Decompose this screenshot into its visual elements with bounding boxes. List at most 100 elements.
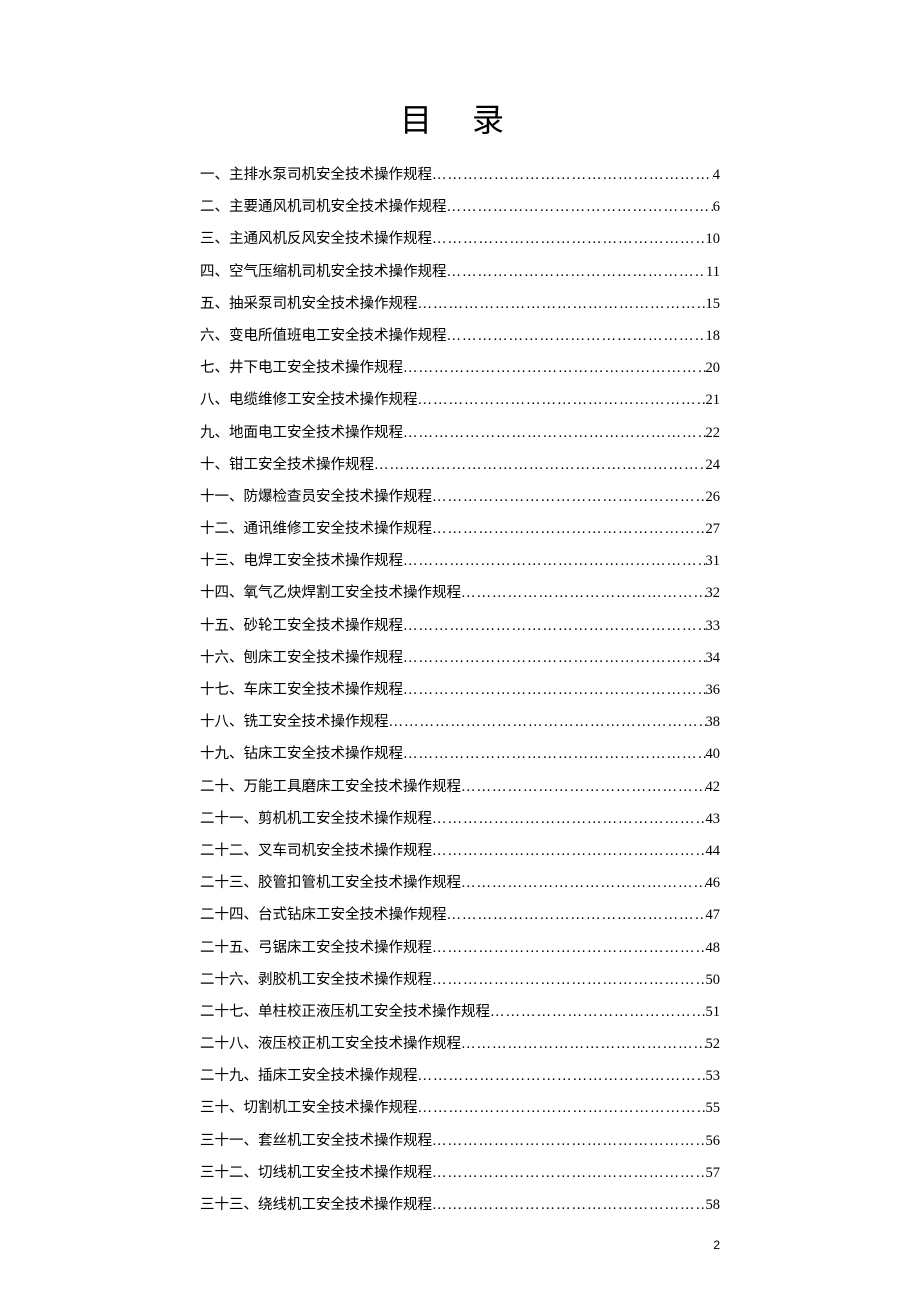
toc-entry-leader: …………………………………………………………………………………………………………… <box>403 352 706 384</box>
toc-entry-page: 33 <box>706 610 721 642</box>
toc-entry-page: 27 <box>706 513 721 545</box>
toc-entry: 二十六、剥胶机工安全技术操作规程………………………………………………………………… <box>200 964 720 996</box>
toc-entry-leader: …………………………………………………………………………………………………………… <box>432 1157 706 1189</box>
toc-entry-label: 十二、通讯维修工安全技术操作规程 <box>200 513 432 545</box>
toc-entry-leader: …………………………………………………………………………………………………………… <box>418 288 706 320</box>
toc-entry-leader: …………………………………………………………………………………………………………… <box>447 256 707 288</box>
toc-entry: 三十一、套丝机工安全技术操作规程………………………………………………………………… <box>200 1125 720 1157</box>
toc-entry: 二十一、剪机机工安全技术操作规程………………………………………………………………… <box>200 803 720 835</box>
toc-entry-label: 三、主通风机反风安全技术操作规程 <box>200 223 432 255</box>
toc-entry: 十七、车床工安全技术操作规程……………………………………………………………………… <box>200 674 720 706</box>
toc-entry-label: 十九、钻床工安全技术操作规程 <box>200 738 403 770</box>
toc-entry: 二十七、单柱校正液压机工安全技术操作规程……………………………………………………… <box>200 996 720 1028</box>
toc-entry-leader: …………………………………………………………………………………………………………… <box>461 771 706 803</box>
toc-entry-leader: …………………………………………………………………………………………………………… <box>403 674 706 706</box>
toc-entry-leader: …………………………………………………………………………………………………………… <box>432 513 706 545</box>
toc-entry-page: 38 <box>706 706 721 738</box>
toc-entry-leader: …………………………………………………………………………………………………………… <box>432 835 706 867</box>
toc-entry-label: 五、抽采泵司机安全技术操作规程 <box>200 288 418 320</box>
toc-entry: 三十三、绕线机工安全技术操作规程………………………………………………………………… <box>200 1189 720 1221</box>
toc-entry-leader: …………………………………………………………………………………………………………… <box>432 481 706 513</box>
toc-entry: 二十三、胶管扣管机工安全技术操作规程…………………………………………………………… <box>200 867 720 899</box>
toc-entry-page: 24 <box>706 449 721 481</box>
toc-entry-page: 42 <box>706 771 721 803</box>
toc-entry-page: 48 <box>706 932 721 964</box>
toc-entry-page: 50 <box>706 964 721 996</box>
toc-entry-label: 二十、万能工具磨床工安全技术操作规程 <box>200 771 461 803</box>
toc-entry-leader: …………………………………………………………………………………………………………… <box>461 1028 706 1060</box>
toc-entry-leader: …………………………………………………………………………………………………………… <box>432 803 706 835</box>
toc-entry-page: 26 <box>706 481 721 513</box>
toc-entry-page: 58 <box>706 1189 721 1221</box>
toc-entry: 十、钳工安全技术操作规程…………………………………………………………………………… <box>200 449 720 481</box>
toc-entry-label: 一、主排水泵司机安全技术操作规程 <box>200 159 432 191</box>
toc-entry-page: 36 <box>706 674 721 706</box>
toc-entry: 二十八、液压校正机工安全技术操作规程…………………………………………………………… <box>200 1028 720 1060</box>
toc-entry-page: 10 <box>706 223 721 255</box>
toc-entry: 三十、切割机工安全技术操作规程…………………………………………………………………… <box>200 1092 720 1124</box>
toc-entry: 五、抽采泵司机安全技术操作规程…………………………………………………………………… <box>200 288 720 320</box>
toc-entry-label: 三十二、切线机工安全技术操作规程 <box>200 1157 432 1189</box>
toc-entry-label: 二十八、液压校正机工安全技术操作规程 <box>200 1028 461 1060</box>
toc-entry-label: 二十一、剪机机工安全技术操作规程 <box>200 803 432 835</box>
toc-entry-leader: …………………………………………………………………………………………………………… <box>432 932 706 964</box>
toc-entry-leader: …………………………………………………………………………………………………………… <box>374 449 706 481</box>
toc-entry: 十四、氧气乙炔焊割工安全技术操作规程…………………………………………………………… <box>200 577 720 609</box>
toc-entry: 一、主排水泵司机安全技术操作规程………………………………………………………………… <box>200 159 720 191</box>
toc-entry: 三十二、切线机工安全技术操作规程………………………………………………………………… <box>200 1157 720 1189</box>
toc-entry-leader: …………………………………………………………………………………………………………… <box>432 1189 706 1221</box>
toc-entry: 十二、通讯维修工安全技术操作规程………………………………………………………………… <box>200 513 720 545</box>
toc-entry-page: 56 <box>706 1125 721 1157</box>
toc-entry-page: 31 <box>706 545 721 577</box>
toc-title: 目 录 <box>200 95 720 141</box>
toc-entry-label: 二十二、叉车司机安全技术操作规程 <box>200 835 432 867</box>
toc-entry: 三、主通风机反风安全技术操作规程………………………………………………………………… <box>200 223 720 255</box>
toc-entry-page: 21 <box>706 384 721 416</box>
toc-entry-label: 十七、车床工安全技术操作规程 <box>200 674 403 706</box>
table-of-contents: 一、主排水泵司机安全技术操作规程………………………………………………………………… <box>200 159 720 1221</box>
toc-entry-leader: …………………………………………………………………………………………………………… <box>447 899 706 931</box>
toc-entry-label: 二、主要通风机司机安全技术操作规程 <box>200 191 447 223</box>
toc-entry-page: 22 <box>706 417 721 449</box>
toc-entry-page: 4 <box>713 159 720 191</box>
toc-entry: 六、变电所值班电工安全技术操作规程……………………………………………………………… <box>200 320 720 352</box>
toc-entry-page: 46 <box>706 867 721 899</box>
toc-entry-label: 二十四、台式钻床工安全技术操作规程 <box>200 899 447 931</box>
toc-entry-label: 九、地面电工安全技术操作规程 <box>200 417 403 449</box>
toc-entry: 十三、电焊工安全技术操作规程……………………………………………………………………… <box>200 545 720 577</box>
toc-entry-leader: …………………………………………………………………………………………………………… <box>418 384 706 416</box>
toc-entry-leader: …………………………………………………………………………………………………………… <box>389 706 706 738</box>
toc-entry: 十九、钻床工安全技术操作规程……………………………………………………………………… <box>200 738 720 770</box>
toc-entry-label: 二十七、单柱校正液压机工安全技术操作规程 <box>200 996 490 1028</box>
toc-entry-page: 57 <box>706 1157 721 1189</box>
toc-entry-label: 二十六、剥胶机工安全技术操作规程 <box>200 964 432 996</box>
toc-entry: 二十二、叉车司机安全技术操作规程………………………………………………………………… <box>200 835 720 867</box>
toc-entry-label: 四、空气压缩机司机安全技术操作规程 <box>200 256 447 288</box>
toc-entry-page: 32 <box>706 577 721 609</box>
toc-entry-label: 十六、刨床工安全技术操作规程 <box>200 642 403 674</box>
toc-entry-leader: …………………………………………………………………………………………………………… <box>432 159 713 191</box>
toc-entry-leader: …………………………………………………………………………………………………………… <box>461 577 706 609</box>
toc-entry: 十五、砂轮工安全技术操作规程……………………………………………………………………… <box>200 610 720 642</box>
toc-entry-page: 15 <box>706 288 721 320</box>
toc-entry-label: 三十一、套丝机工安全技术操作规程 <box>200 1125 432 1157</box>
toc-entry-label: 二十三、胶管扣管机工安全技术操作规程 <box>200 867 461 899</box>
toc-entry-leader: …………………………………………………………………………………………………………… <box>432 1125 706 1157</box>
toc-entry-label: 八、电缆维修工安全技术操作规程 <box>200 384 418 416</box>
toc-entry: 二十四、台式钻床工安全技术操作规程……………………………………………………………… <box>200 899 720 931</box>
toc-entry-label: 二十五、弓锯床工安全技术操作规程 <box>200 932 432 964</box>
toc-entry-leader: …………………………………………………………………………………………………………… <box>432 223 706 255</box>
toc-entry-page: 40 <box>706 738 721 770</box>
toc-entry-leader: …………………………………………………………………………………………………………… <box>461 867 706 899</box>
toc-entry-label: 三十、切割机工安全技术操作规程 <box>200 1092 418 1124</box>
toc-entry-page: 18 <box>706 320 721 352</box>
toc-entry-label: 七、井下电工安全技术操作规程 <box>200 352 403 384</box>
toc-entry-page: 20 <box>706 352 721 384</box>
toc-entry-label: 三十三、绕线机工安全技术操作规程 <box>200 1189 432 1221</box>
toc-entry-leader: …………………………………………………………………………………………………………… <box>447 320 706 352</box>
toc-entry: 二十、万能工具磨床工安全技术操作规程…………………………………………………………… <box>200 771 720 803</box>
toc-entry-label: 十、钳工安全技术操作规程 <box>200 449 374 481</box>
toc-entry: 四、空气压缩机司机安全技术操作规程 …………………………………………………………… <box>200 256 720 288</box>
toc-entry-page: 34 <box>706 642 721 674</box>
toc-entry-leader: …………………………………………………………………………………………………………… <box>447 191 713 223</box>
